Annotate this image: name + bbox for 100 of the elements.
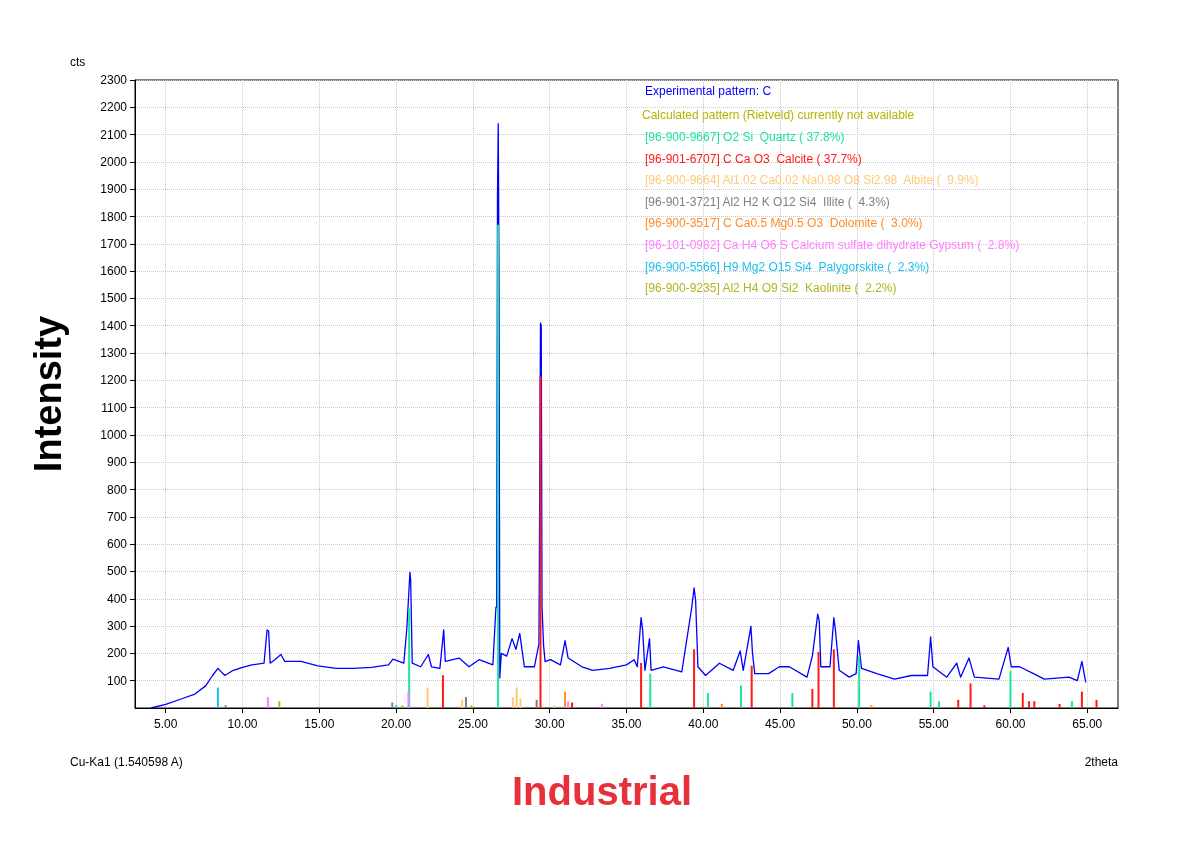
bar bbox=[470, 705, 473, 708]
bar bbox=[640, 662, 643, 708]
bar bbox=[224, 705, 227, 708]
bar bbox=[1009, 671, 1012, 708]
bar bbox=[858, 656, 861, 708]
bar bbox=[216, 687, 219, 708]
bar bbox=[693, 649, 696, 708]
bar bbox=[1027, 701, 1030, 708]
y-axis-title: Intensity bbox=[27, 315, 69, 473]
bar bbox=[720, 703, 723, 708]
bar bbox=[969, 683, 972, 708]
bar bbox=[600, 703, 603, 708]
x-tick-label: 10.00 bbox=[227, 717, 258, 731]
bar bbox=[515, 687, 518, 708]
x-tick-label: 65.00 bbox=[1072, 717, 1103, 731]
x-tick-label: 50.00 bbox=[841, 717, 873, 731]
y-tick-label: 1000 bbox=[100, 427, 128, 442]
bar bbox=[1070, 701, 1073, 708]
text: Industrial bbox=[511, 769, 693, 813]
bar bbox=[1080, 691, 1083, 708]
text: [96-900-9664] Al1.02 Ca0.02 Na0.98 O8 Si2.98 Albite ( 9.9%) bbox=[645, 173, 979, 188]
y-tick-label: 500 bbox=[106, 564, 128, 579]
text: [96-900-5566] H9 Mg2 O15 Si4 Palygorskite ( 2.3%) bbox=[645, 259, 930, 274]
y-tick-label: 700 bbox=[106, 509, 128, 524]
bar bbox=[441, 675, 444, 708]
x-tick-label: 35.00 bbox=[611, 717, 642, 731]
y-tick-label: 1700 bbox=[100, 236, 128, 251]
text: [96-900-9667] O2 Si Quartz ( 37.8%) bbox=[645, 130, 845, 144]
y-tick-label: 100 bbox=[106, 673, 128, 688]
y-tick-label: 1800 bbox=[100, 209, 128, 224]
x-tick-label: 5.00 bbox=[154, 717, 178, 731]
text: [96-101-0982] Ca H4 O6 S Calcium sulfate dihydrate Gypsum ( 2.8%) bbox=[645, 238, 1020, 252]
text: cts bbox=[70, 55, 86, 69]
text: [96-900-3517] C Ca0.5 Mg0.5 O3 Dolomite ( 3.0%) bbox=[645, 216, 923, 231]
bar bbox=[407, 691, 410, 708]
x-tick-label: 20.00 bbox=[381, 717, 412, 731]
text: [96-900-9235] Al2 H4 O9 Si2 Kaolinite ( 2.2%) bbox=[645, 281, 897, 296]
y-tick-label: 1300 bbox=[100, 346, 128, 361]
bar bbox=[535, 699, 538, 708]
bar bbox=[278, 701, 281, 708]
x-tick-label: 40.00 bbox=[688, 717, 719, 731]
bar bbox=[750, 665, 753, 708]
y-tick-label: 900 bbox=[106, 455, 128, 470]
bar bbox=[870, 705, 873, 708]
line-series bbox=[150, 123, 1087, 709]
bar bbox=[266, 697, 269, 708]
bar bbox=[408, 608, 411, 708]
bar bbox=[395, 705, 398, 708]
x-axis-title: 2theta bbox=[1084, 755, 1119, 769]
y-tick-label: 2200 bbox=[100, 100, 128, 115]
bar bbox=[811, 688, 814, 708]
bar bbox=[1021, 692, 1024, 708]
y-tick-label: 2300 bbox=[100, 73, 128, 87]
y-tick-label: 400 bbox=[106, 591, 128, 606]
y-tick-label: 600 bbox=[106, 537, 128, 552]
bar bbox=[511, 697, 514, 708]
bar bbox=[1095, 699, 1098, 708]
y-tick-label: 1400 bbox=[100, 318, 128, 333]
bar bbox=[739, 685, 742, 708]
y-tick-label: 300 bbox=[106, 619, 128, 634]
annotation: Calculated pattern (Rietveld) currently not available bbox=[642, 108, 915, 122]
y-tick-label: 1600 bbox=[100, 264, 128, 279]
bar bbox=[391, 702, 394, 708]
bar bbox=[1058, 703, 1061, 708]
bar bbox=[519, 698, 522, 708]
y-tick-label: 1100 bbox=[101, 400, 128, 415]
bar bbox=[426, 687, 429, 708]
bar bbox=[706, 692, 709, 708]
x-tick-label: 30.00 bbox=[534, 717, 566, 731]
y-tick-label: 2000 bbox=[100, 154, 128, 169]
bar bbox=[553, 705, 556, 708]
bar bbox=[1033, 701, 1036, 708]
text: Cu-Ka1 (1.540598 A) bbox=[70, 755, 183, 769]
y-tick-label: 1200 bbox=[100, 373, 128, 388]
text: [96-901-6707] C Ca O3 Calcite ( 37.7%) bbox=[645, 151, 862, 166]
bar bbox=[497, 224, 500, 708]
x-tick-label: 55.00 bbox=[918, 717, 950, 731]
bar bbox=[649, 673, 652, 708]
y-tick-label: 1500 bbox=[100, 291, 128, 306]
bar bbox=[938, 701, 941, 708]
y-tick-label: 2100 bbox=[100, 127, 128, 142]
bar bbox=[461, 699, 464, 708]
x-tick-label: 15.00 bbox=[304, 717, 335, 731]
x-tick-label: 45.00 bbox=[765, 717, 796, 731]
x-tick-label: 60.00 bbox=[995, 717, 1026, 731]
y-tick-label: 800 bbox=[106, 482, 128, 497]
text: Experimental pattern: C bbox=[645, 84, 772, 98]
bar bbox=[401, 705, 404, 708]
x-tick-label: 25.00 bbox=[457, 717, 489, 731]
y-tick-label: 1900 bbox=[100, 182, 128, 197]
bar bbox=[957, 699, 960, 708]
bar bbox=[791, 692, 794, 708]
bar bbox=[817, 652, 820, 708]
y-tick-label: 200 bbox=[106, 646, 128, 661]
text: [96-901-3721] Al2 H2 K O12 Si4 Illite ( 4.3%) bbox=[645, 194, 890, 209]
bar bbox=[539, 376, 542, 708]
bar bbox=[929, 691, 932, 708]
bar bbox=[832, 649, 835, 708]
bar bbox=[983, 705, 986, 708]
bar bbox=[564, 691, 567, 708]
